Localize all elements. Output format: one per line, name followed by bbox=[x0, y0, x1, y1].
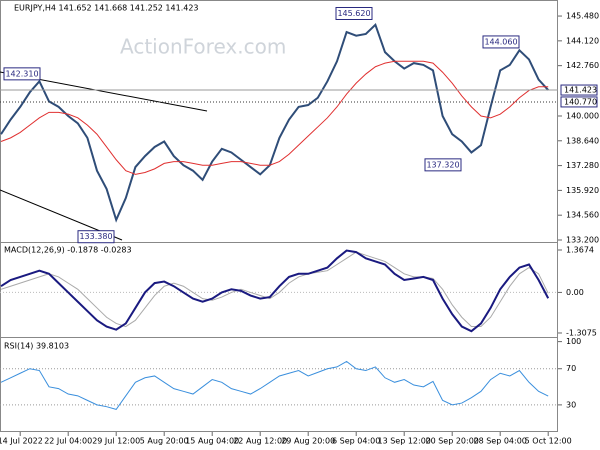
series-line bbox=[0, 249, 550, 333]
annotation-label: 137.320 bbox=[426, 160, 459, 169]
x-tick-label: 14 Jul 2022 bbox=[0, 437, 43, 446]
x-tick-label: 22 Aug 12:00 bbox=[233, 437, 287, 446]
price-box bbox=[560, 84, 598, 96]
y-tick-label: 137.280 bbox=[566, 161, 599, 170]
y-tick-label: 0.00 bbox=[566, 288, 584, 297]
annotation-label: 144.060 bbox=[484, 37, 517, 46]
x-tick-label: 15 Aug 04:00 bbox=[185, 437, 239, 446]
annotation-box bbox=[77, 230, 115, 244]
series-line bbox=[0, 251, 549, 328]
annotation-box bbox=[482, 35, 520, 49]
annotation-label: 145.620 bbox=[337, 9, 370, 18]
y-tick-label: 30 bbox=[566, 400, 576, 409]
x-tick-label: 29 Jul 12:00 bbox=[92, 437, 140, 446]
y-tick-label: 144.120 bbox=[566, 36, 599, 45]
annotation-box bbox=[424, 158, 462, 172]
panel-title: RSI(14) 39.8103 bbox=[4, 342, 69, 351]
price-label: 141.423 bbox=[564, 86, 597, 95]
series-line bbox=[0, 360, 549, 410]
x-tick-label: 28 Sep 04:00 bbox=[473, 437, 526, 446]
frame bbox=[0, 0, 558, 432]
y-tick-label: -1.3075 bbox=[566, 328, 597, 337]
x-tick-label: 13 Sep 12:00 bbox=[377, 437, 430, 446]
y-tick-label: 1.3674 bbox=[566, 245, 594, 254]
x-tick-label: 5 Aug 20:00 bbox=[140, 437, 189, 446]
y-tick-label: 134.560 bbox=[566, 211, 599, 220]
y-tick-label: 70 bbox=[566, 364, 576, 373]
series-line bbox=[0, 23, 549, 223]
y-tick-label: 135.920 bbox=[566, 186, 599, 195]
annotation-label: 142.310 bbox=[5, 69, 38, 78]
annotation-box bbox=[3, 67, 41, 81]
panel-title: MACD(12,26,9) -0.1878 -0.0283 bbox=[4, 246, 132, 255]
y-tick-label: 100 bbox=[566, 337, 581, 346]
series-line bbox=[0, 60, 549, 175]
y-tick-label: 140.000 bbox=[566, 111, 599, 120]
x-tick-label: 29 Aug 20:00 bbox=[281, 437, 335, 446]
x-tick-label: 5 Oct 12:00 bbox=[525, 437, 572, 446]
y-tick-label: 145.480 bbox=[566, 12, 599, 21]
x-tick-label: 22 Jul 04:00 bbox=[44, 437, 92, 446]
price-box bbox=[560, 96, 598, 108]
annotation-label: 133.380 bbox=[79, 232, 112, 241]
x-tick-label: 20 Sep 20:00 bbox=[425, 437, 478, 446]
x-tick-label: 6 Sep 04:00 bbox=[332, 437, 380, 446]
y-tick-label: 133.200 bbox=[566, 235, 599, 244]
annotation-box bbox=[335, 6, 373, 20]
y-tick-label: 142.760 bbox=[566, 61, 599, 70]
chart-title: EURJPY,H4 141.652 141.668 141.252 141.42… bbox=[14, 4, 199, 13]
y-tick-label: 138.640 bbox=[566, 136, 599, 145]
watermark: ActionForex.com bbox=[120, 35, 286, 59]
price-label: 140.770 bbox=[564, 97, 597, 106]
